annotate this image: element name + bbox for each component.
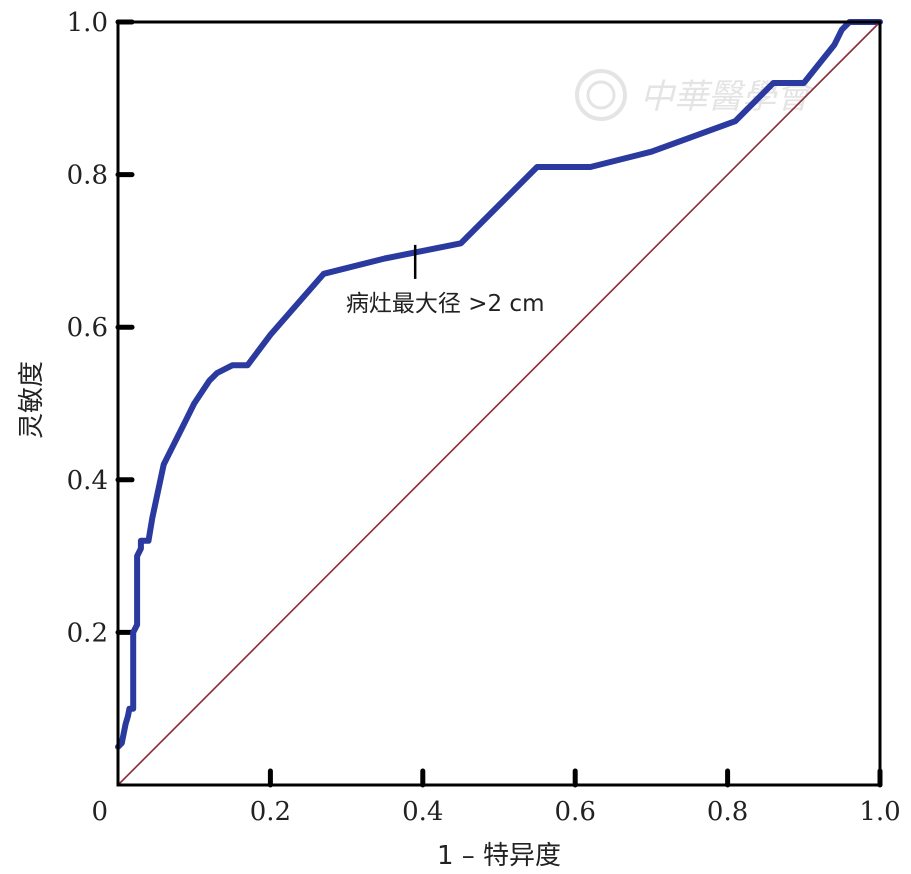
series-lines: [115, 19, 883, 786]
y-tick-label: 0.8: [67, 161, 108, 191]
x-tick-label: 1.0: [859, 797, 900, 827]
x-tick-label: 0.8: [707, 797, 748, 827]
x-tick-label: 0.6: [555, 797, 596, 827]
x-tick-labels: 0 0.2 0.4 0.6 0.8 1.0: [91, 797, 900, 827]
annotation-label: 病灶最大径 >2 cm: [346, 291, 545, 317]
reference-diagonal-line: [117, 21, 881, 786]
plot-frame: [116, 20, 882, 787]
y-tick-label: 0.2: [67, 618, 108, 648]
y-axis-title: 灵敏度: [17, 361, 47, 439]
y-tick-label: 0.4: [67, 466, 108, 496]
x-tick-label: 0: [91, 797, 108, 827]
x-tick-label: 0.2: [250, 797, 291, 827]
y-tick-label: 0.6: [67, 313, 108, 343]
watermark-seal-inner: [586, 80, 616, 110]
roc-curve-line: [115, 19, 883, 750]
y-tick-labels: 0.2 0.4 0.6 0.8 1.0: [67, 8, 108, 648]
watermark: 中華醫學會: [575, 69, 815, 121]
watermark-seal-icon: [575, 69, 627, 121]
y-tick-label: 1.0: [67, 8, 108, 38]
x-tick-label: 0.4: [402, 797, 443, 827]
x-axis-title: 1 – 特异度: [437, 841, 561, 871]
